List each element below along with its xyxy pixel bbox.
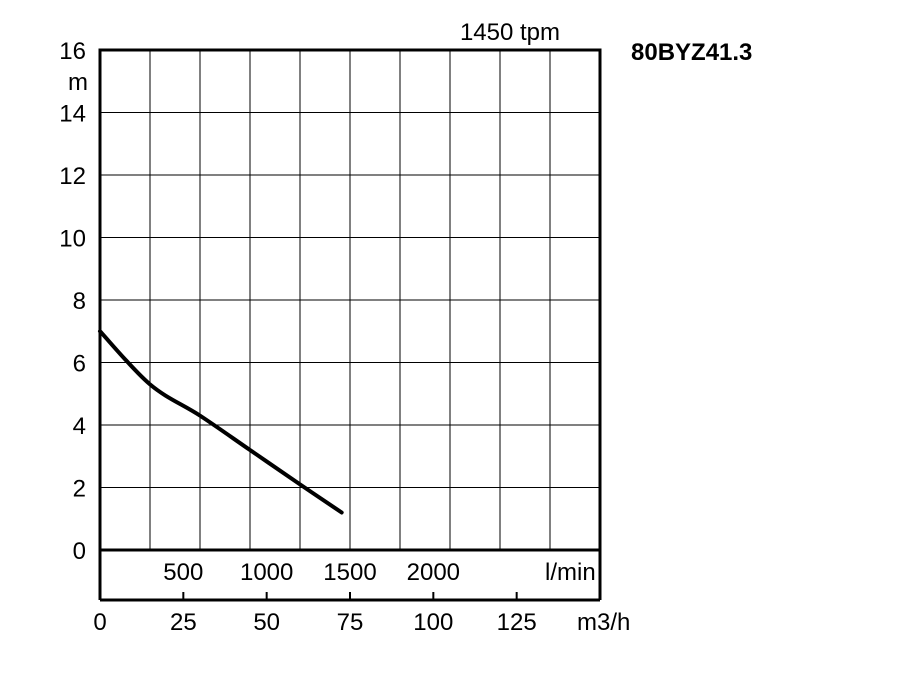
y-tick-label: 10 [59,226,86,253]
y-tick-label: 4 [73,413,86,440]
grid [100,50,600,550]
chart-title: 80BYZ41.3 [631,39,752,66]
y-tick-label: 16 [59,38,86,65]
y-tick-label: 12 [59,163,86,190]
x-tick-label-m3h: 25 [170,609,197,636]
x-tick-label-m3h: 125 [497,609,537,636]
x-tick-label-m3h: 0 [93,609,106,636]
series-line [98,329,344,515]
chart-subtitle: 1450 tpm [460,19,560,46]
y-tick-label: 2 [73,476,86,503]
y-tick-label: 14 [59,101,86,128]
x-tick-label-lmin: 1000 [240,559,293,586]
y-axis-unit: m [68,69,88,96]
x-tick-label-lmin: 1500 [323,559,376,586]
x-tick-label-m3h: 75 [337,609,364,636]
x-axis-unit-m3h: m3/h [577,609,630,636]
x-tick-label-lmin: 2000 [407,559,460,586]
x-axis-unit-lmin: l/min [545,559,596,586]
x-tick-label-m3h: 50 [253,609,280,636]
x-tick-label-m3h: 100 [413,609,453,636]
x-tick-label-lmin: 500 [163,559,203,586]
y-tick-label: 6 [73,351,86,378]
y-tick-label: 0 [73,538,86,565]
plot-frame [98,48,602,552]
y-tick-label: 8 [73,288,86,315]
